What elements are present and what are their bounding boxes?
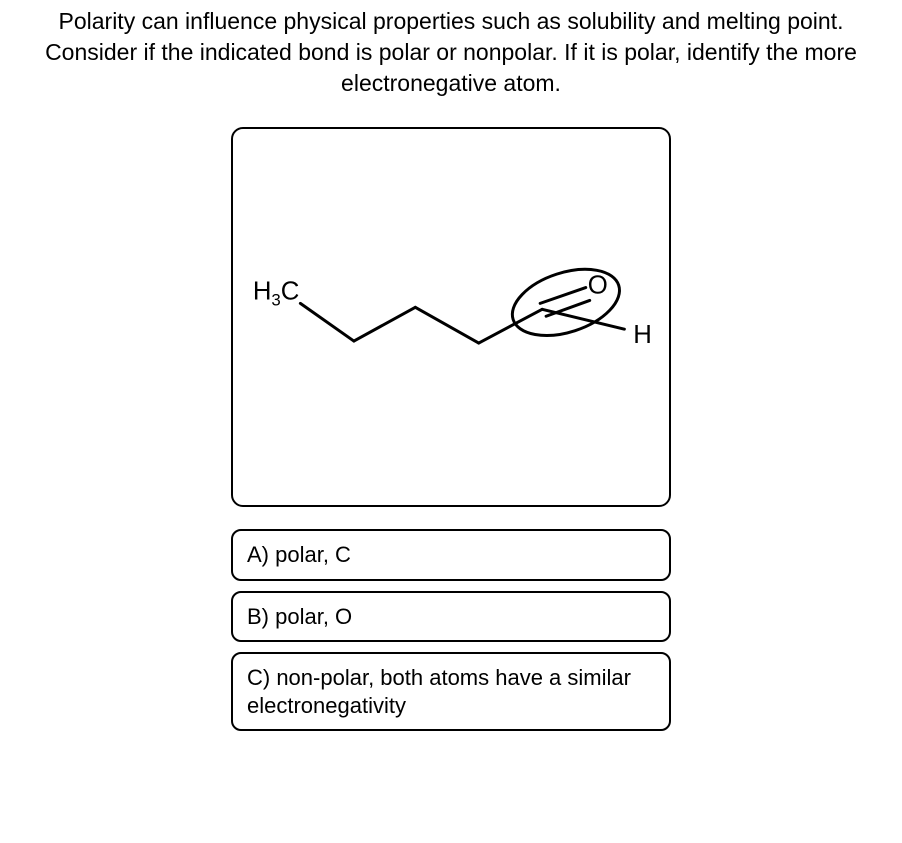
label-h: H bbox=[633, 321, 652, 349]
bond-c4-c5 bbox=[479, 309, 542, 343]
bond-highlight-ellipse bbox=[504, 257, 628, 348]
question-text: Polarity can influence physical properti… bbox=[0, 0, 902, 99]
question-line-3: electronegative atom. bbox=[341, 70, 561, 96]
question-line-1: Polarity can influence physical properti… bbox=[59, 8, 844, 34]
molecule-diagram: H3C O H bbox=[231, 127, 671, 507]
bond-c1-c2 bbox=[300, 304, 354, 342]
bond-c3-c4 bbox=[415, 307, 478, 343]
molecule-svg: H3C O H bbox=[233, 129, 669, 506]
skeletal-chain bbox=[300, 288, 624, 343]
question-line-2: Consider if the indicated bond is polar … bbox=[45, 39, 857, 65]
label-o: O bbox=[588, 272, 608, 300]
bond-c5-o-b bbox=[546, 301, 590, 317]
option-a-label: A) polar, C bbox=[247, 542, 351, 567]
option-b-label: B) polar, O bbox=[247, 604, 352, 629]
options-list: A) polar, C B) polar, O C) non-polar, bo… bbox=[231, 529, 671, 731]
option-c-label: C) non-polar, both atoms have a similar … bbox=[247, 665, 631, 718]
content-wrap: H3C O H A) polar, C bbox=[0, 127, 902, 731]
bond-c2-c3 bbox=[354, 307, 415, 341]
option-a[interactable]: A) polar, C bbox=[231, 529, 671, 581]
option-c[interactable]: C) non-polar, both atoms have a similar … bbox=[231, 652, 671, 731]
bond-c5-o-a bbox=[540, 288, 586, 304]
label-h3c: H3C bbox=[253, 278, 300, 310]
option-b[interactable]: B) polar, O bbox=[231, 591, 671, 643]
